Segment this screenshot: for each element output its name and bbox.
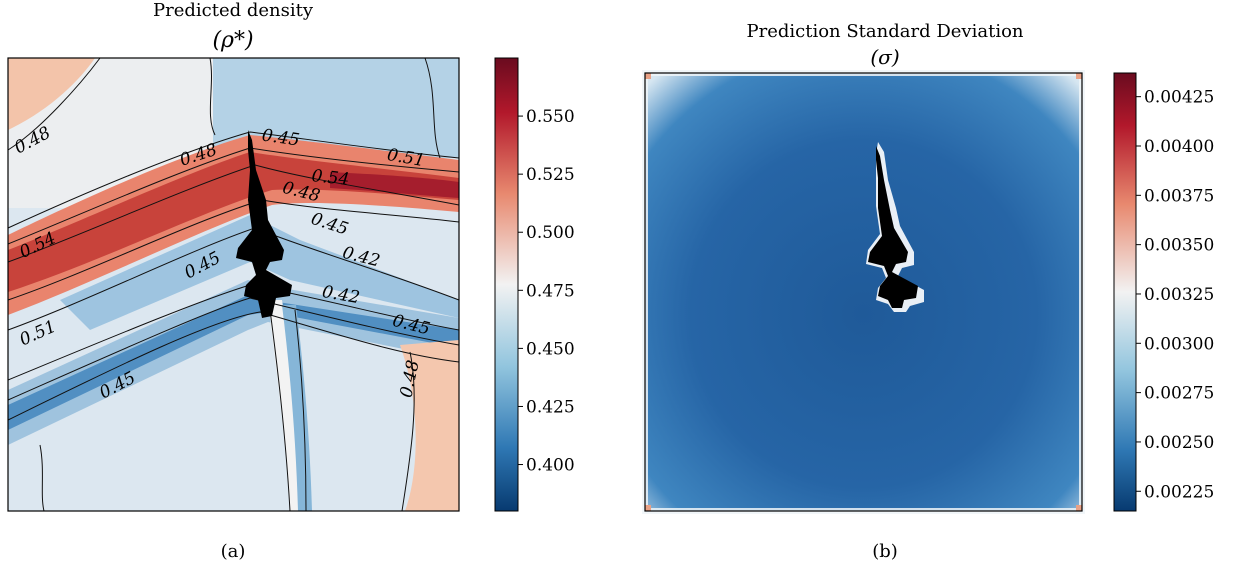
contour-line	[7, 57, 101, 151]
wake-blue-stem	[282, 305, 312, 511]
contour-line	[424, 57, 441, 159]
contour-line	[7, 131, 460, 229]
contour-line	[39, 444, 45, 512]
wake-light-lines	[268, 300, 300, 511]
panel-b-axes-frame	[644, 72, 1083, 512]
panel-b-caption: (b)	[872, 541, 898, 562]
corner-tint	[1076, 505, 1082, 511]
panel-a-title-line2: (ρ*)	[212, 28, 253, 53]
panel-b-title-line1: Prediction Standard Deviation	[746, 21, 1023, 42]
std-colorbar-tick-label: 0.00425	[1144, 88, 1214, 108]
panel-a-colorbar-ticks: 0.400 0.425 0.450 0.475 0.500 0.525 0.550	[518, 107, 575, 476]
panel-a-title-line1: Predicted density	[153, 0, 314, 21]
std-colorbar-tick-label: 0.00350	[1144, 236, 1214, 256]
density-colorbar-tick-label: 0.525	[526, 165, 575, 185]
density-colorbar-tick-label: 0.450	[526, 339, 575, 359]
panel-a: Predicted density (ρ*)	[7, 0, 575, 562]
contour-label: 0.54	[311, 166, 351, 190]
panel-b: Prediction Standard Deviation (σ) 0.0022…	[642, 21, 1214, 562]
contour-line	[7, 311, 460, 421]
aircraft-body	[236, 130, 292, 318]
panel-a-colorbar	[494, 57, 519, 512]
density-colorbar-tick-label: 0.400	[526, 456, 575, 476]
contour-line	[7, 297, 460, 401]
density-colorbar-tick-label: 0.475	[526, 281, 575, 301]
contour-line	[209, 57, 216, 136]
std-colorbar-tick-label: 0.00325	[1144, 285, 1214, 305]
std-colorbar-tick-label: 0.00225	[1144, 482, 1214, 502]
panel-b-colorbar-ticks: 0.00225 0.00250 0.00275 0.00300 0.00325 0.003…	[1136, 88, 1214, 502]
lower-right-warm-region	[400, 340, 459, 511]
density-heatmap	[7, 57, 460, 512]
panel-a-caption: (a)	[221, 541, 246, 562]
std-colorbar-tick-label: 0.00275	[1144, 384, 1214, 404]
density-colorbar-tick-label: 0.425	[526, 397, 575, 417]
contour-labels: 0.48 0.480.450.510.540.480.540.450.45 0.42…	[11, 123, 432, 404]
aircraft-body	[868, 146, 918, 308]
std-colorbar-tick-label: 0.00250	[1144, 433, 1214, 453]
panel-a-axes-frame	[7, 57, 460, 512]
std-colorbar-tick-label: 0.00400	[1144, 137, 1214, 157]
corner-tint	[645, 73, 651, 79]
panel-b-colorbar	[1113, 72, 1137, 512]
panel-b-title-line2: (σ)	[870, 45, 899, 69]
contour-line	[401, 351, 415, 512]
corner-tint	[645, 505, 651, 511]
density-colorbar-tick-label: 0.500	[526, 223, 575, 243]
std-background	[645, 73, 1082, 511]
density-colorbar-tick-label: 0.550	[526, 107, 575, 127]
top-left-warm-corner	[8, 58, 95, 130]
std-colorbar-tick-label: 0.00375	[1144, 186, 1214, 206]
std-colorbar-tick-label: 0.00300	[1144, 334, 1214, 354]
contour-line	[294, 309, 307, 512]
shock-band-peak	[330, 172, 459, 198]
std-heatmap	[642, 70, 1085, 514]
corner-tint	[1076, 73, 1082, 79]
contour-line	[269, 309, 291, 512]
